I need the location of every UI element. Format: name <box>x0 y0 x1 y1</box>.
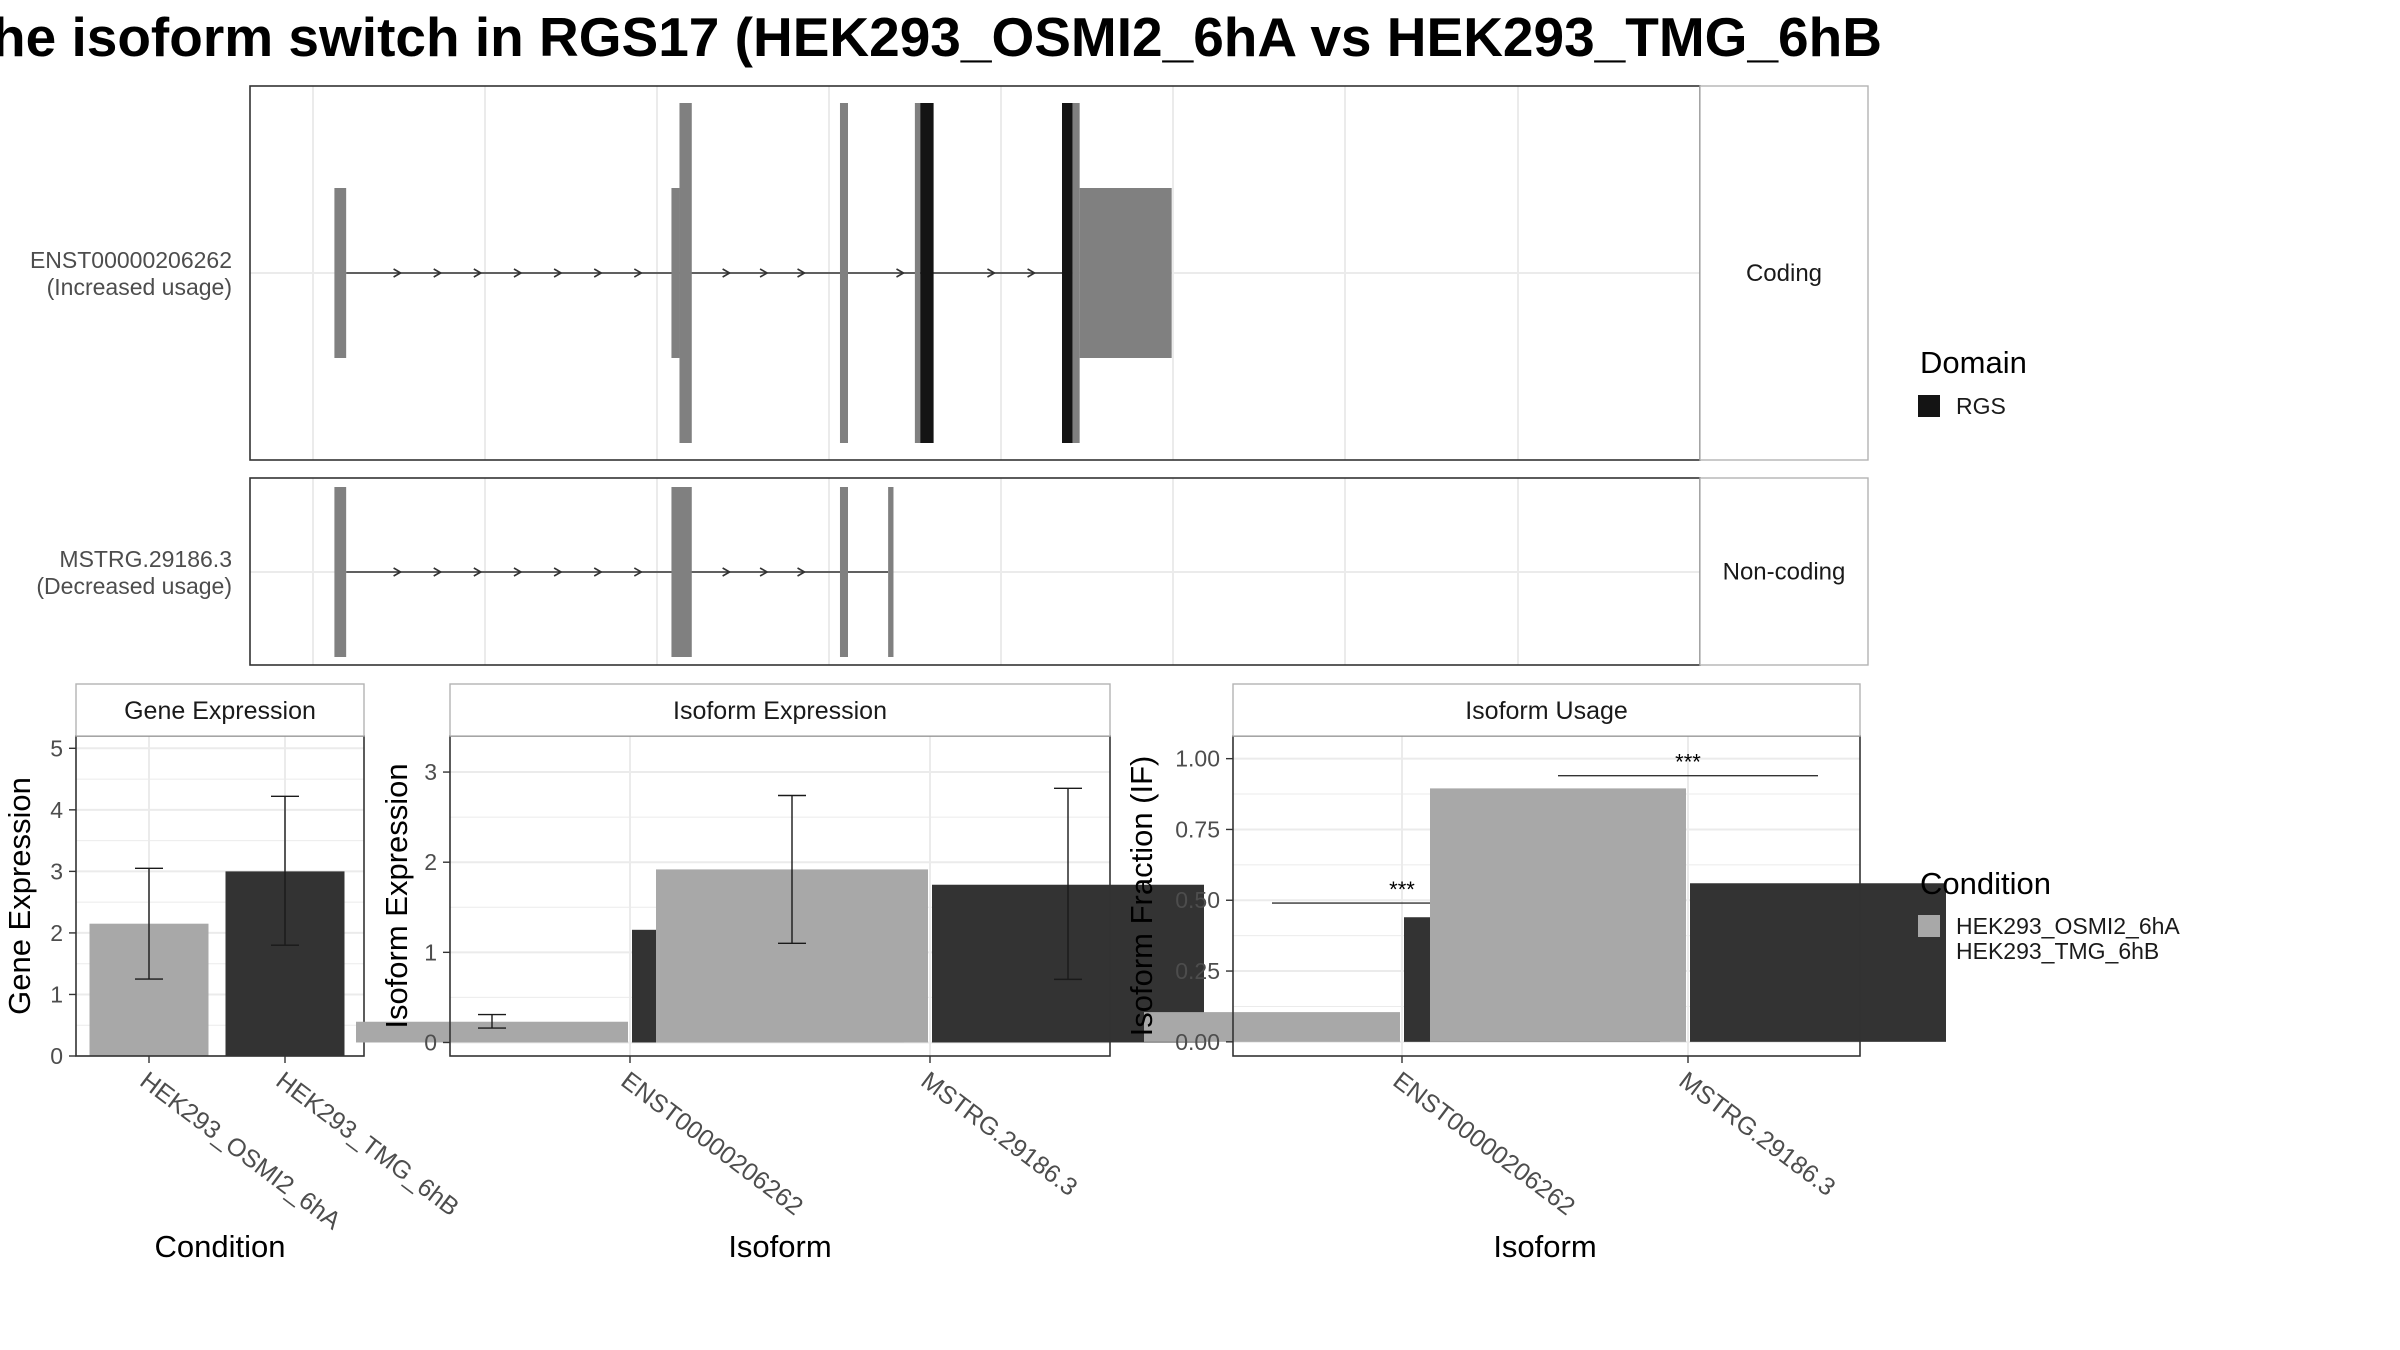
facet-strip-label: Isoform Usage <box>1465 697 1628 725</box>
y-tick-label: 0.25 <box>1175 958 1220 984</box>
strand-arrow <box>797 268 807 278</box>
strand-arrow <box>473 567 483 577</box>
facet-strip-label: Gene Expression <box>124 697 316 725</box>
rgs-legend-label: RGS <box>1956 393 2006 419</box>
y-tick-label: 0 <box>50 1043 63 1069</box>
exon-block <box>1079 188 1172 358</box>
bar-condition-a <box>1144 1012 1400 1042</box>
facet-strip <box>449 683 1111 737</box>
bar-condition-a <box>1430 788 1686 1042</box>
x-axis-title: Isoform <box>1493 1229 1596 1264</box>
exon-block <box>334 487 347 657</box>
x-axis-title: Condition <box>155 1229 286 1264</box>
y-tick-label: 0 <box>424 1029 437 1055</box>
condition-b-legend-swatch <box>1918 940 1940 962</box>
transcript-id-label: ENST00000206262 <box>30 247 232 273</box>
strand-arrow <box>433 567 443 577</box>
facet-strip <box>1699 477 1869 666</box>
facet-strip <box>1699 85 1869 461</box>
significance-label: *** <box>1675 750 1701 775</box>
rgs-legend-swatch <box>1918 395 1940 417</box>
strand-arrow <box>393 567 403 577</box>
strand-arrow <box>759 567 769 577</box>
exon-block <box>679 103 692 443</box>
exon-block <box>914 103 921 443</box>
strand-arrow <box>759 268 769 278</box>
strand-arrow <box>513 567 523 577</box>
transcript-usage-label: (Increased usage) <box>47 274 232 300</box>
strand-arrow <box>896 268 906 278</box>
strand-arrow <box>987 268 997 278</box>
strand-arrow <box>633 268 643 278</box>
chart-panel-3: ******Isoform Usage0.000.250.500.751.00E… <box>1124 683 1946 1264</box>
exon-block <box>888 487 894 657</box>
y-axis-title: Isoform Expression <box>379 763 414 1028</box>
rgs-domain-block <box>1062 103 1073 443</box>
condition-a-legend-swatch <box>1918 915 1940 937</box>
transcript-panel-1: Coding <box>249 85 1869 461</box>
y-tick-label: 0.00 <box>1175 1029 1220 1055</box>
strand-arrow <box>797 567 807 577</box>
facet-strip-label: Isoform Expression <box>673 697 887 725</box>
bar-condition-a <box>356 1021 628 1043</box>
domain-legend-title: Domain <box>1920 345 2027 380</box>
y-tick-label: 5 <box>50 735 63 761</box>
y-tick-label: 1 <box>424 939 437 965</box>
facet-strip <box>1232 683 1861 737</box>
x-axis-title: Isoform <box>728 1229 831 1264</box>
strand-arrow <box>722 268 732 278</box>
y-tick-label: 2 <box>424 849 437 875</box>
y-tick-label: 3 <box>424 759 437 785</box>
strand-arrow <box>1027 268 1037 278</box>
strand-arrow <box>593 268 603 278</box>
facet-strip <box>75 683 365 737</box>
strand-arrow <box>513 268 523 278</box>
y-axis-title: Gene Expression <box>2 777 37 1015</box>
exon-block <box>1072 103 1080 443</box>
bar-condition-b <box>1690 883 1946 1042</box>
y-tick-label: 1 <box>50 981 63 1007</box>
y-tick-label: 3 <box>50 858 63 884</box>
y-tick-label: 2 <box>50 920 63 946</box>
transcript-structure-panels: Coding ENST00000206262(Increased usage) No… <box>30 85 1869 666</box>
y-axis-title: Isoform Fraction (IF) <box>1124 756 1159 1037</box>
y-tick-label: 0.75 <box>1175 816 1220 842</box>
strand-arrow <box>393 268 403 278</box>
significance-label: *** <box>1389 877 1415 902</box>
transcript-usage-label: (Decreased usage) <box>36 573 232 599</box>
strand-arrow <box>553 268 563 278</box>
condition-legend: Condition HEK293_OSMI2_6hA HEK293_TMG_6h… <box>1918 866 2180 964</box>
transcript-id-label: MSTRG.29186.3 <box>59 546 232 572</box>
exon-block <box>671 487 692 657</box>
condition-b-legend-label: HEK293_TMG_6hB <box>1956 938 2159 964</box>
exon-block <box>839 103 848 443</box>
exon-block <box>334 188 347 358</box>
y-tick-label: 1.00 <box>1175 746 1220 772</box>
rgs-domain-block <box>920 103 934 443</box>
strand-arrow <box>633 567 643 577</box>
y-tick-label: 4 <box>50 797 63 823</box>
transcript-panel-2: Non-coding <box>249 477 1869 666</box>
figure-title: he isoform switch in RGS17 (HEK293_OSMI2… <box>0 6 1882 68</box>
facet-strip-label: Coding <box>1746 260 1822 287</box>
strand-arrow <box>593 567 603 577</box>
facet-strip-label: Non-coding <box>1723 559 1846 586</box>
y-tick-label: 0.50 <box>1175 887 1220 913</box>
exon-block <box>671 188 680 358</box>
strand-arrow <box>473 268 483 278</box>
exon-block <box>839 487 848 657</box>
condition-legend-title: Condition <box>1920 866 2051 901</box>
condition-a-legend-label: HEK293_OSMI2_6hA <box>1956 913 2180 939</box>
domain-legend: Domain RGS <box>1918 345 2027 419</box>
strand-arrow <box>433 268 443 278</box>
strand-arrow <box>553 567 563 577</box>
strand-arrow <box>722 567 732 577</box>
